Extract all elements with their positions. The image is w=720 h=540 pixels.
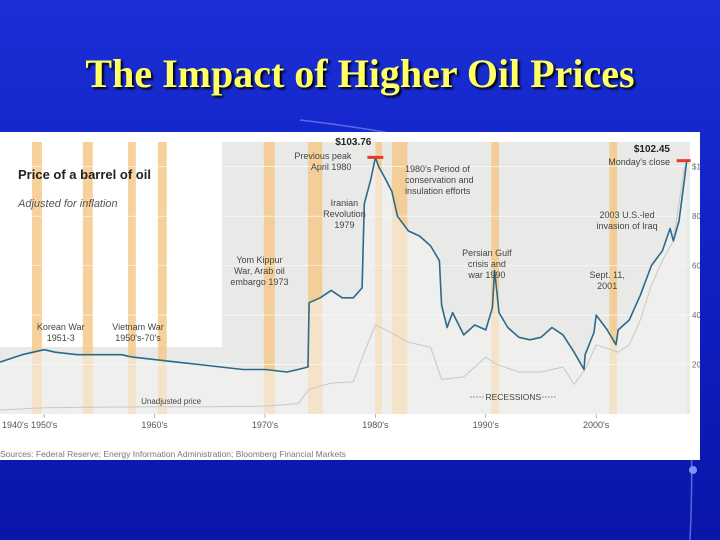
recession-band xyxy=(128,142,136,414)
series-lines xyxy=(0,156,688,414)
decorative-dot xyxy=(689,466,697,474)
annotations: $103.76 Previous peak April 1980 $102.45 Mon… xyxy=(37,137,691,406)
x-tick-label: 1960's xyxy=(141,420,168,430)
chart-subtitle: Adjusted for inflation xyxy=(17,198,118,210)
annotation-yom-kippur: Yom Kippur War, Arab oil embargo 1973 xyxy=(230,255,288,287)
peak-1980-value: $103.76 xyxy=(335,137,372,148)
current-price-value: $102.45 xyxy=(634,144,671,155)
y-tick-label: 40 xyxy=(692,311,700,320)
annotation-conservation: 1980's Period of conservation and insulati… xyxy=(405,164,474,196)
recession-band xyxy=(609,142,618,414)
annotation-korean-war: Korean War 1951-3 xyxy=(37,322,85,343)
current-price-label: Monday's close xyxy=(608,157,670,167)
y-tick-label: 20 xyxy=(692,361,700,370)
x-tick-label: 2000's xyxy=(583,420,610,430)
y-tick-label: $100 xyxy=(692,163,700,172)
adjusted-price-line xyxy=(0,156,688,373)
annotation-vietnam-war: Vietnam War 1950's-70's xyxy=(112,322,164,343)
x-tick-label: 1970's xyxy=(252,420,279,430)
annotation-iranian-revolution: Iranian Revolution 1979 xyxy=(323,198,366,230)
chart-title: Price of a barrel of oil xyxy=(18,167,151,182)
x-tick-label: 1950's xyxy=(31,420,58,430)
annotation-iraq-invasion: 2003 U.S.-led invasion of Iraq xyxy=(597,210,658,231)
x-tick-label: 1990's xyxy=(473,420,500,430)
x-tick-label: 1940's xyxy=(2,420,29,430)
recession-band xyxy=(157,142,167,414)
annotation-persian-gulf: Persian Gulf crisis and war 1990 xyxy=(462,248,512,280)
peak-1980-label: Previous peak April 1980 xyxy=(294,151,352,172)
x-tick-label: 1980's xyxy=(362,420,389,430)
y-tick-label: 60 xyxy=(692,262,700,271)
recession-band xyxy=(32,142,42,414)
chart-source: Sources: Federal Reserve; Energy Informa… xyxy=(0,449,346,459)
slide-title: The Impact of Higher Oil Prices xyxy=(85,51,635,96)
annotation-recessions: RECESSIONS xyxy=(485,392,541,402)
recession-band xyxy=(263,142,275,414)
y-tick-label: 80 xyxy=(692,212,700,221)
unadjusted-price-line xyxy=(0,166,685,411)
recession-band xyxy=(82,142,93,414)
annotation-unadjusted-price: Unadjusted price xyxy=(141,397,202,406)
adjusted-area xyxy=(0,157,687,414)
annotation-sept-11: Sept. 11, 2001 xyxy=(590,270,625,291)
